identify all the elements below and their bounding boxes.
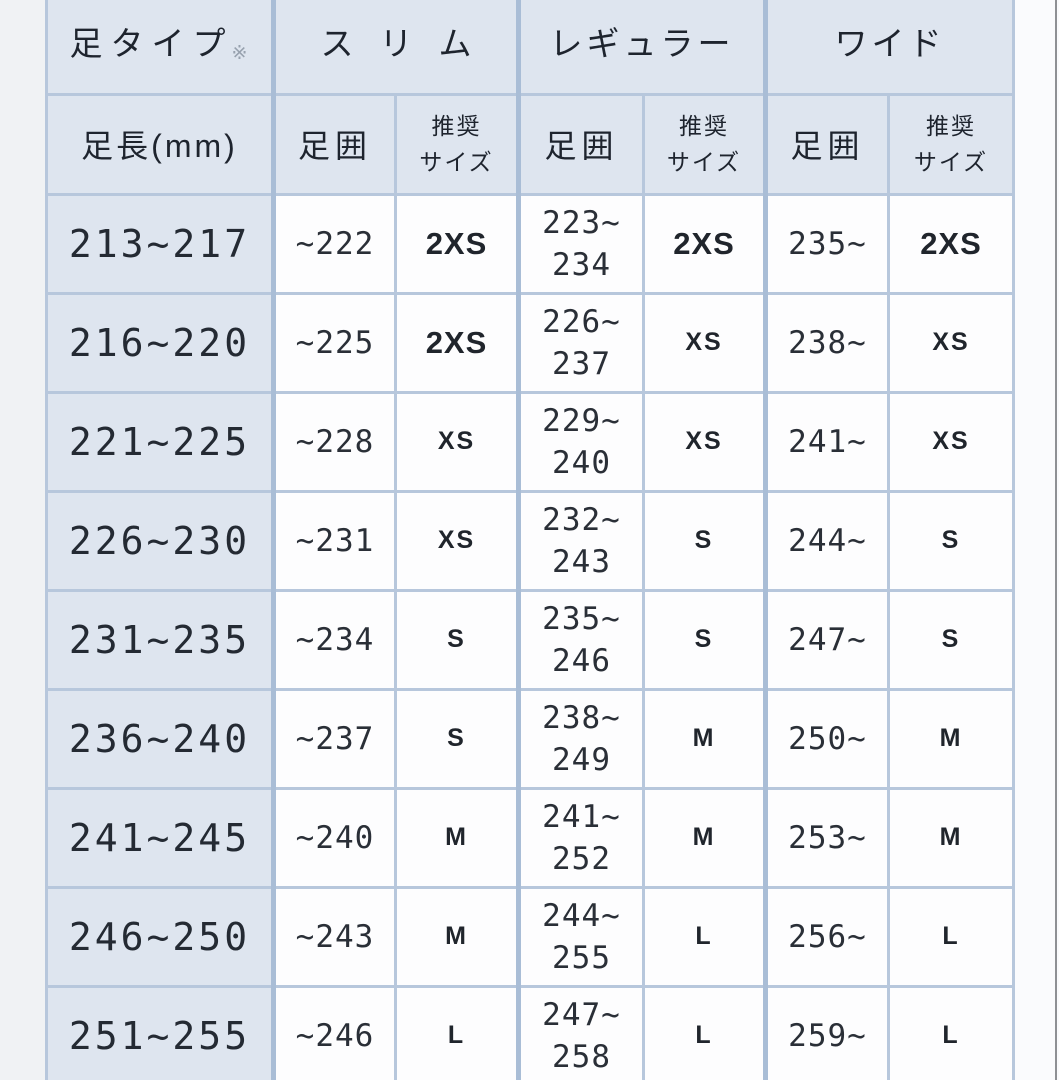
wide-size-cell: L (887, 984, 1015, 1080)
foot-length-cell: 221~225 (45, 390, 275, 493)
table-row: 251~255 ~246 L 247~ 258 L 259~ L (45, 984, 1015, 1080)
wide-size-cell: S (887, 489, 1015, 592)
regular-size-cell: XS (642, 291, 767, 394)
slim-girth-cell: ~231 (271, 489, 397, 592)
regular-girth-cell: 226~ 237 (516, 291, 645, 394)
regular-size-cell: S (642, 588, 767, 691)
table-row: 226~230 ~231 XS 232~ 243 S 244~ S (45, 489, 1015, 592)
column-header-row: 足長(mm) 足囲 推奨 サイズ 足囲 推奨 サイズ 足囲 推奨 サイズ (45, 92, 1015, 196)
regular-girth-cell: 229~ 240 (516, 390, 645, 493)
table-row: 216~220 ~225 2XS 226~ 237 XS 238~ XS (45, 291, 1015, 394)
regular-size-cell: XS (642, 390, 767, 493)
slim-girth-cell: ~234 (271, 588, 397, 691)
wide-girth-cell: 235~ (763, 192, 890, 295)
wide-size-cell: M (887, 687, 1015, 790)
slim-girth-header: 足囲 (271, 92, 397, 196)
foot-length-cell: 251~255 (45, 984, 275, 1080)
wide-size-cell: S (887, 588, 1015, 691)
page-left-margin (0, 0, 45, 1080)
slim-size-header: 推奨 サイズ (394, 92, 520, 196)
regular-size-cell: S (642, 489, 767, 592)
table-row: 213~217 ~222 2XS 223~ 234 2XS 235~ 2XS (45, 192, 1015, 295)
slim-girth-cell: ~237 (271, 687, 397, 790)
regular-size-cell: L (642, 984, 767, 1080)
group-header-row: 足タイプ※ スリム レギュラー ワイド (45, 0, 1015, 96)
wide-size-header: 推奨 サイズ (887, 92, 1015, 196)
table-row: 241~245 ~240 M 241~ 252 M 253~ M (45, 786, 1015, 889)
regular-girth-cell: 241~ 252 (516, 786, 645, 889)
screen-edge-line (1055, 0, 1057, 1080)
slim-girth-cell: ~228 (271, 390, 397, 493)
regular-girth-header: 足囲 (516, 92, 645, 196)
group-header-regular: レギュラー (516, 0, 767, 96)
wide-girth-cell: 256~ (763, 885, 890, 988)
slim-size-cell: 2XS (394, 291, 520, 394)
asterisk-note: ※ (231, 43, 248, 65)
slim-size-cell: 2XS (394, 192, 520, 295)
wide-girth-cell: 241~ (763, 390, 890, 493)
wide-size-cell: M (887, 786, 1015, 889)
slim-size-cell: M (394, 786, 520, 889)
foot-length-cell: 226~230 (45, 489, 275, 592)
regular-size-cell: M (642, 687, 767, 790)
foot-type-label: 足タイプ (69, 25, 234, 63)
foot-length-cell: 241~245 (45, 786, 275, 889)
wide-girth-cell: 238~ (763, 291, 890, 394)
foot-length-cell: 246~250 (45, 885, 275, 988)
regular-size-header: 推奨 サイズ (642, 92, 767, 196)
wide-girth-cell: 259~ (763, 984, 890, 1080)
regular-girth-cell: 223~ 234 (516, 192, 645, 295)
group-header-slim: スリム (271, 0, 520, 96)
table-row: 231~235 ~234 S 235~ 246 S 247~ S (45, 588, 1015, 691)
regular-size-cell: 2XS (642, 192, 767, 295)
regular-girth-cell: 232~ 243 (516, 489, 645, 592)
slim-size-cell: XS (394, 390, 520, 493)
foot-length-cell: 231~235 (45, 588, 275, 691)
slim-size-cell: L (394, 984, 520, 1080)
wide-girth-cell: 244~ (763, 489, 890, 592)
wide-size-cell: XS (887, 390, 1015, 493)
regular-size-cell: L (642, 885, 767, 988)
foot-length-header: 足長(mm) (45, 92, 275, 196)
slim-size-cell: S (394, 687, 520, 790)
wide-size-cell: XS (887, 291, 1015, 394)
slim-girth-cell: ~246 (271, 984, 397, 1080)
shoe-size-chart-table: 足タイプ※ スリム レギュラー ワイド 足長(mm) 足囲 推奨 サイズ 足囲 … (45, 0, 1015, 1080)
regular-girth-cell: 247~ 258 (516, 984, 645, 1080)
foot-type-header: 足タイプ※ (45, 0, 275, 96)
group-header-wide: ワイド (763, 0, 1015, 96)
slim-girth-cell: ~225 (271, 291, 397, 394)
regular-girth-cell: 238~ 249 (516, 687, 645, 790)
wide-girth-cell: 253~ (763, 786, 890, 889)
wide-girth-header: 足囲 (763, 92, 890, 196)
slim-girth-cell: ~243 (271, 885, 397, 988)
wide-size-cell: L (887, 885, 1015, 988)
regular-size-cell: M (642, 786, 767, 889)
foot-length-cell: 213~217 (45, 192, 275, 295)
table-row: 236~240 ~237 S 238~ 249 M 250~ M (45, 687, 1015, 790)
foot-length-cell: 216~220 (45, 291, 275, 394)
slim-size-cell: S (394, 588, 520, 691)
slim-girth-cell: ~222 (271, 192, 397, 295)
slim-size-cell: M (394, 885, 520, 988)
table-row: 246~250 ~243 M 244~ 255 L 256~ L (45, 885, 1015, 988)
wide-size-cell: 2XS (887, 192, 1015, 295)
slim-size-cell: XS (394, 489, 520, 592)
wide-girth-cell: 250~ (763, 687, 890, 790)
slim-girth-cell: ~240 (271, 786, 397, 889)
wide-girth-cell: 247~ (763, 588, 890, 691)
regular-girth-cell: 244~ 255 (516, 885, 645, 988)
table-row: 221~225 ~228 XS 229~ 240 XS 241~ XS (45, 390, 1015, 493)
foot-length-cell: 236~240 (45, 687, 275, 790)
regular-girth-cell: 235~ 246 (516, 588, 645, 691)
